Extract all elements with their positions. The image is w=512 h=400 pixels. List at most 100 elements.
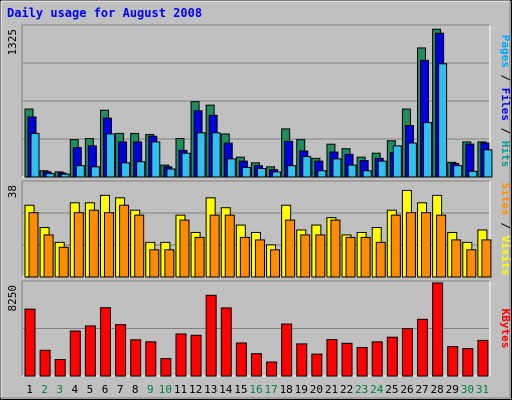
bar-kbytes-day-12 — [190, 334, 202, 377]
x-tick-day-26: 26 — [400, 383, 413, 396]
bar-pages-day-29 — [453, 165, 463, 178]
bar-kbytes-day-15 — [235, 342, 247, 377]
bar-pages-day-13 — [211, 132, 221, 178]
bar-pages-day-17 — [272, 171, 282, 178]
bar-kbytes-day-8 — [130, 339, 142, 377]
bar-sites-day-10 — [164, 249, 175, 278]
bar-kbytes-day-19 — [296, 343, 308, 377]
bar-pages-day-4 — [75, 165, 85, 178]
legend-kbytes: KBytes — [499, 309, 512, 349]
bar-sites-day-17 — [270, 249, 281, 278]
bar-pages-day-20 — [317, 170, 327, 178]
bar-sites-day-8 — [134, 214, 145, 278]
bar-sites-day-11 — [179, 219, 190, 278]
x-tick-day-11: 11 — [174, 383, 187, 396]
bar-kbytes-day-28 — [432, 282, 444, 377]
bar-kbytes-day-10 — [160, 358, 172, 377]
bar-pages-day-9 — [151, 141, 161, 178]
bar-kbytes-day-16 — [250, 353, 262, 377]
bar-kbytes-day-18 — [281, 323, 293, 377]
bar-kbytes-day-26 — [401, 328, 413, 377]
x-tick-day-19: 19 — [295, 383, 308, 396]
bar-sites-day-23 — [360, 236, 371, 278]
bar-pages-day-8 — [136, 161, 146, 178]
legend-separator: / — [499, 216, 512, 236]
bar-pages-day-26 — [407, 142, 417, 178]
bar-pages-day-2 — [45, 173, 55, 178]
bar-sites-day-7 — [119, 204, 130, 278]
bar-sites-day-21 — [330, 219, 341, 278]
x-tick-day-18: 18 — [280, 383, 293, 396]
bar-kbytes-day-5 — [84, 325, 96, 377]
bar-pages-day-22 — [347, 164, 357, 178]
bar-pages-day-31 — [483, 149, 493, 178]
x-tick-day-5: 5 — [87, 383, 94, 396]
bar-kbytes-day-2 — [39, 349, 51, 377]
bar-pages-day-21 — [332, 158, 342, 178]
x-tick-day-12: 12 — [189, 383, 202, 396]
x-tick-day-27: 27 — [415, 383, 428, 396]
bar-sites-day-6 — [103, 212, 114, 278]
x-tick-day-25: 25 — [385, 383, 398, 396]
bar-kbytes-day-1 — [24, 308, 36, 377]
bar-sites-day-24 — [375, 241, 386, 278]
bar-pages-day-27 — [423, 122, 433, 178]
legend-visits: Visits — [499, 236, 512, 276]
chart-title: Daily usage for August 2008 — [7, 6, 202, 20]
bar-kbytes-day-11 — [175, 333, 187, 377]
x-tick-day-24: 24 — [370, 383, 384, 396]
x-tick-day-8: 8 — [132, 383, 139, 396]
bar-kbytes-day-21 — [326, 339, 338, 377]
bar-pages-day-19 — [302, 156, 312, 178]
bar-pages-day-3 — [60, 173, 70, 178]
bar-pages-day-7 — [121, 162, 131, 178]
bar-kbytes-day-13 — [205, 294, 217, 377]
bar-pages-day-11 — [181, 152, 191, 178]
bar-sites-day-3 — [58, 246, 69, 278]
x-tick-day-13: 13 — [204, 383, 217, 396]
x-tick-day-21: 21 — [325, 383, 338, 396]
bar-kbytes-day-9 — [145, 341, 157, 377]
x-tick-day-22: 22 — [340, 383, 353, 396]
x-tick-day-10: 10 — [159, 383, 172, 396]
bar-kbytes-day-4 — [69, 330, 81, 377]
bar-sites-day-19 — [300, 234, 311, 278]
bar-pages-day-12 — [196, 132, 206, 178]
bar-sites-day-26 — [405, 212, 416, 278]
bar-pages-day-15 — [241, 166, 251, 178]
bar-sites-day-15 — [239, 236, 250, 278]
x-tick-day-29: 29 — [446, 383, 459, 396]
bar-kbytes-day-30 — [462, 348, 474, 377]
x-tick-day-31: 31 — [476, 383, 489, 396]
x-tick-day-15: 15 — [234, 383, 247, 396]
bar-pages-day-10 — [166, 168, 176, 178]
x-tick-day-14: 14 — [219, 383, 233, 396]
bar-kbytes-day-20 — [311, 353, 323, 377]
bar-sites-day-25 — [390, 214, 401, 278]
x-tick-day-2: 2 — [41, 383, 48, 396]
bar-sites-day-18 — [285, 219, 296, 278]
bar-kbytes-day-7 — [115, 324, 127, 377]
bar-kbytes-day-25 — [386, 336, 398, 377]
bar-kbytes-day-6 — [99, 307, 111, 377]
bar-sites-day-16 — [254, 239, 265, 278]
legend-separator: / — [499, 121, 512, 141]
panel-visits_sites-ymax-label: 38 — [6, 185, 19, 198]
legend-pages: Pages — [499, 35, 512, 68]
bar-kbytes-day-23 — [356, 346, 368, 377]
bar-sites-day-2 — [43, 234, 54, 278]
bar-sites-day-5 — [88, 209, 99, 278]
bar-sites-day-12 — [194, 236, 205, 278]
x-tick-day-4: 4 — [72, 383, 79, 396]
bar-kbytes-day-22 — [341, 342, 353, 377]
bar-pages-day-5 — [90, 166, 100, 178]
x-tick-day-20: 20 — [310, 383, 323, 396]
bar-sites-day-1 — [28, 212, 39, 278]
bar-sites-day-20 — [315, 234, 326, 278]
bar-kbytes-day-27 — [417, 318, 429, 377]
x-tick-day-17: 17 — [264, 383, 277, 396]
bar-sites-day-28 — [436, 214, 447, 278]
x-tick-day-30: 30 — [461, 383, 474, 396]
bar-sites-day-4 — [73, 212, 84, 278]
